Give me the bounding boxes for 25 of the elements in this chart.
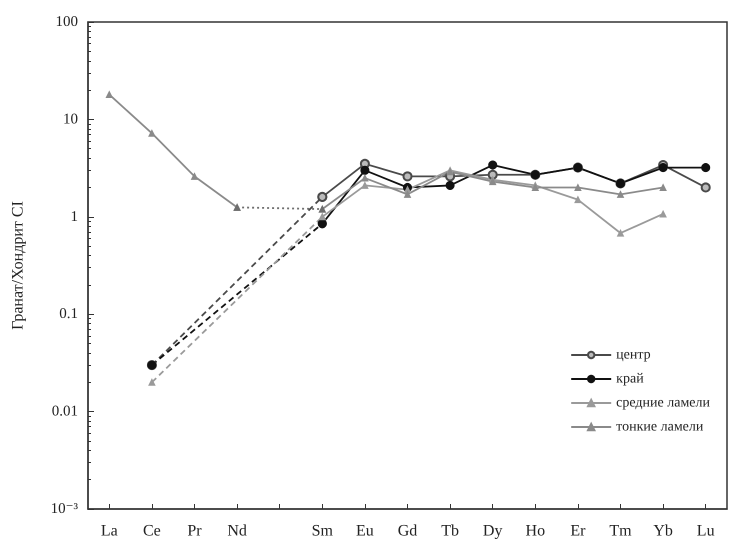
x-tick-label: Er	[570, 522, 586, 540]
legend-label: средние ламели	[616, 396, 711, 410]
y-tick-label: 10⁻³	[50, 501, 78, 517]
y-tick-label: 0.01	[52, 404, 78, 420]
x-tick-label: Tb	[441, 522, 459, 540]
x-tick-label: Lu	[696, 522, 715, 540]
x-tick-label: Nd	[227, 522, 247, 540]
x-tick-label: Eu	[356, 522, 374, 540]
y-tick-label: 100	[56, 14, 78, 30]
x-tick-label: Ce	[143, 522, 161, 540]
y-tick-label: 10	[63, 111, 78, 128]
legend-label: тонкие ламели	[616, 420, 704, 434]
x-tick-label: Ho	[526, 522, 546, 540]
x-tick-label: Tm	[609, 522, 632, 540]
x-tick-label: La	[100, 522, 118, 540]
legend-label: центр	[616, 348, 651, 362]
legend-label: край	[616, 372, 644, 386]
x-tick-label: Yb	[653, 522, 673, 540]
y-axis-title: Гранат/Хондрит CI	[10, 201, 26, 330]
y-tick-label: 1	[70, 208, 78, 225]
x-tick-label: Sm	[312, 522, 334, 540]
y-tick-label: 0.1	[59, 306, 78, 322]
x-tick-label: Pr	[187, 522, 202, 540]
x-tick-label: Gd	[398, 522, 418, 540]
x-tick-label: Dy	[482, 522, 502, 540]
